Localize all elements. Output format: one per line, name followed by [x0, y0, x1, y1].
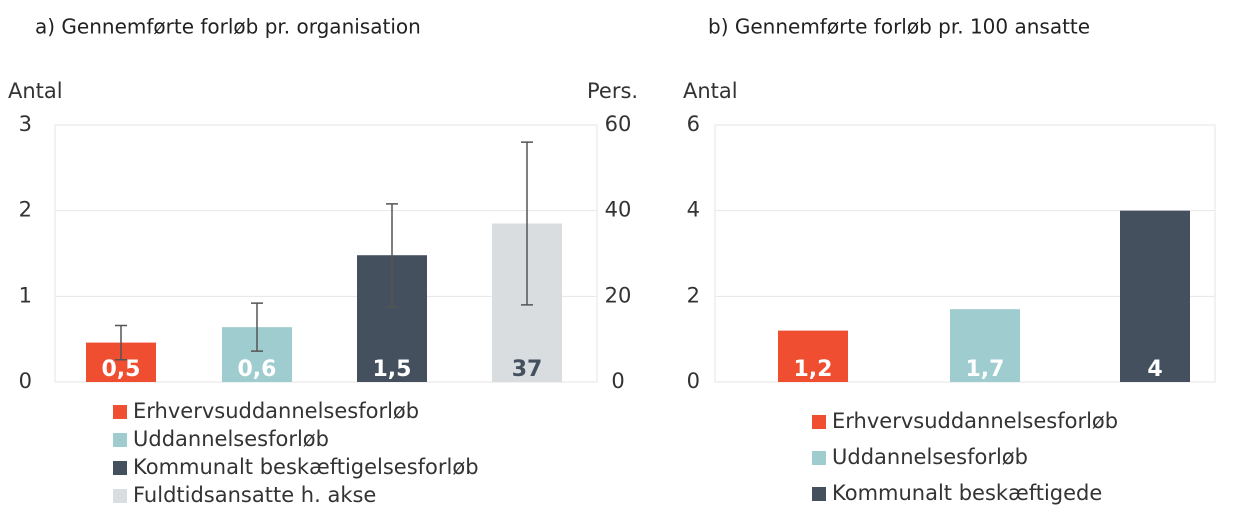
- data-label: 1,5: [373, 357, 412, 382]
- error-bar: [115, 324, 127, 361]
- y-axis-label: Antal: [8, 79, 63, 103]
- data-label: 1,2: [794, 357, 833, 382]
- y2-tick-label: 20: [605, 283, 632, 307]
- error-bar: [521, 141, 533, 306]
- legend-swatch: [113, 433, 127, 447]
- legend-label: Erhvervsuddannelsesforløb: [832, 409, 1118, 433]
- legend-swatch: [113, 489, 127, 503]
- legend-swatch: [113, 461, 127, 475]
- y2-axis-label: Pers.: [587, 79, 638, 103]
- chart-title: b) Gennemførte forløb pr. 100 ansatte: [708, 15, 1090, 39]
- legend-label: Erhvervsuddannelsesforløb: [133, 399, 419, 423]
- legend-swatch: [113, 405, 127, 419]
- y-tick-label: 1: [19, 283, 32, 307]
- y2-tick-label: 40: [605, 198, 632, 222]
- y-tick-label: 4: [687, 198, 700, 222]
- y-tick-label: 0: [19, 369, 32, 393]
- error-bar: [386, 203, 398, 308]
- bar: [950, 309, 1020, 382]
- y2-tick-label: 60: [605, 112, 632, 136]
- data-label: 0,5: [102, 357, 141, 382]
- y-tick-label: 3: [19, 112, 32, 136]
- chart-title: a) Gennemførte forløb pr. organisation: [35, 15, 421, 39]
- legend-label: Uddannelsesforløb: [133, 427, 329, 451]
- y-axis-label: Antal: [683, 79, 738, 103]
- legend-label: Kommunalt beskæftigelsesforløb: [133, 455, 479, 479]
- bar: [778, 330, 848, 382]
- error-bar: [251, 302, 263, 352]
- data-label: 4: [1147, 357, 1162, 382]
- y-tick-label: 2: [687, 283, 700, 307]
- legend-label: Uddannelsesforløb: [832, 445, 1028, 469]
- y-tick-label: 2: [19, 198, 32, 222]
- legend-swatch: [812, 451, 826, 465]
- legend-swatch: [812, 487, 826, 501]
- y2-tick-label: 0: [611, 369, 624, 393]
- legend-label: Fuldtidsansatte h. akse: [133, 483, 376, 507]
- y-tick-label: 6: [687, 112, 700, 136]
- data-label: 0,6: [238, 357, 277, 382]
- bar: [1120, 210, 1190, 382]
- legend-swatch: [812, 415, 826, 429]
- data-label: 1,7: [966, 357, 1005, 382]
- data-label: 37: [512, 357, 543, 382]
- y-tick-label: 0: [687, 369, 700, 393]
- legend-label: Kommunalt beskæftigede: [832, 481, 1102, 505]
